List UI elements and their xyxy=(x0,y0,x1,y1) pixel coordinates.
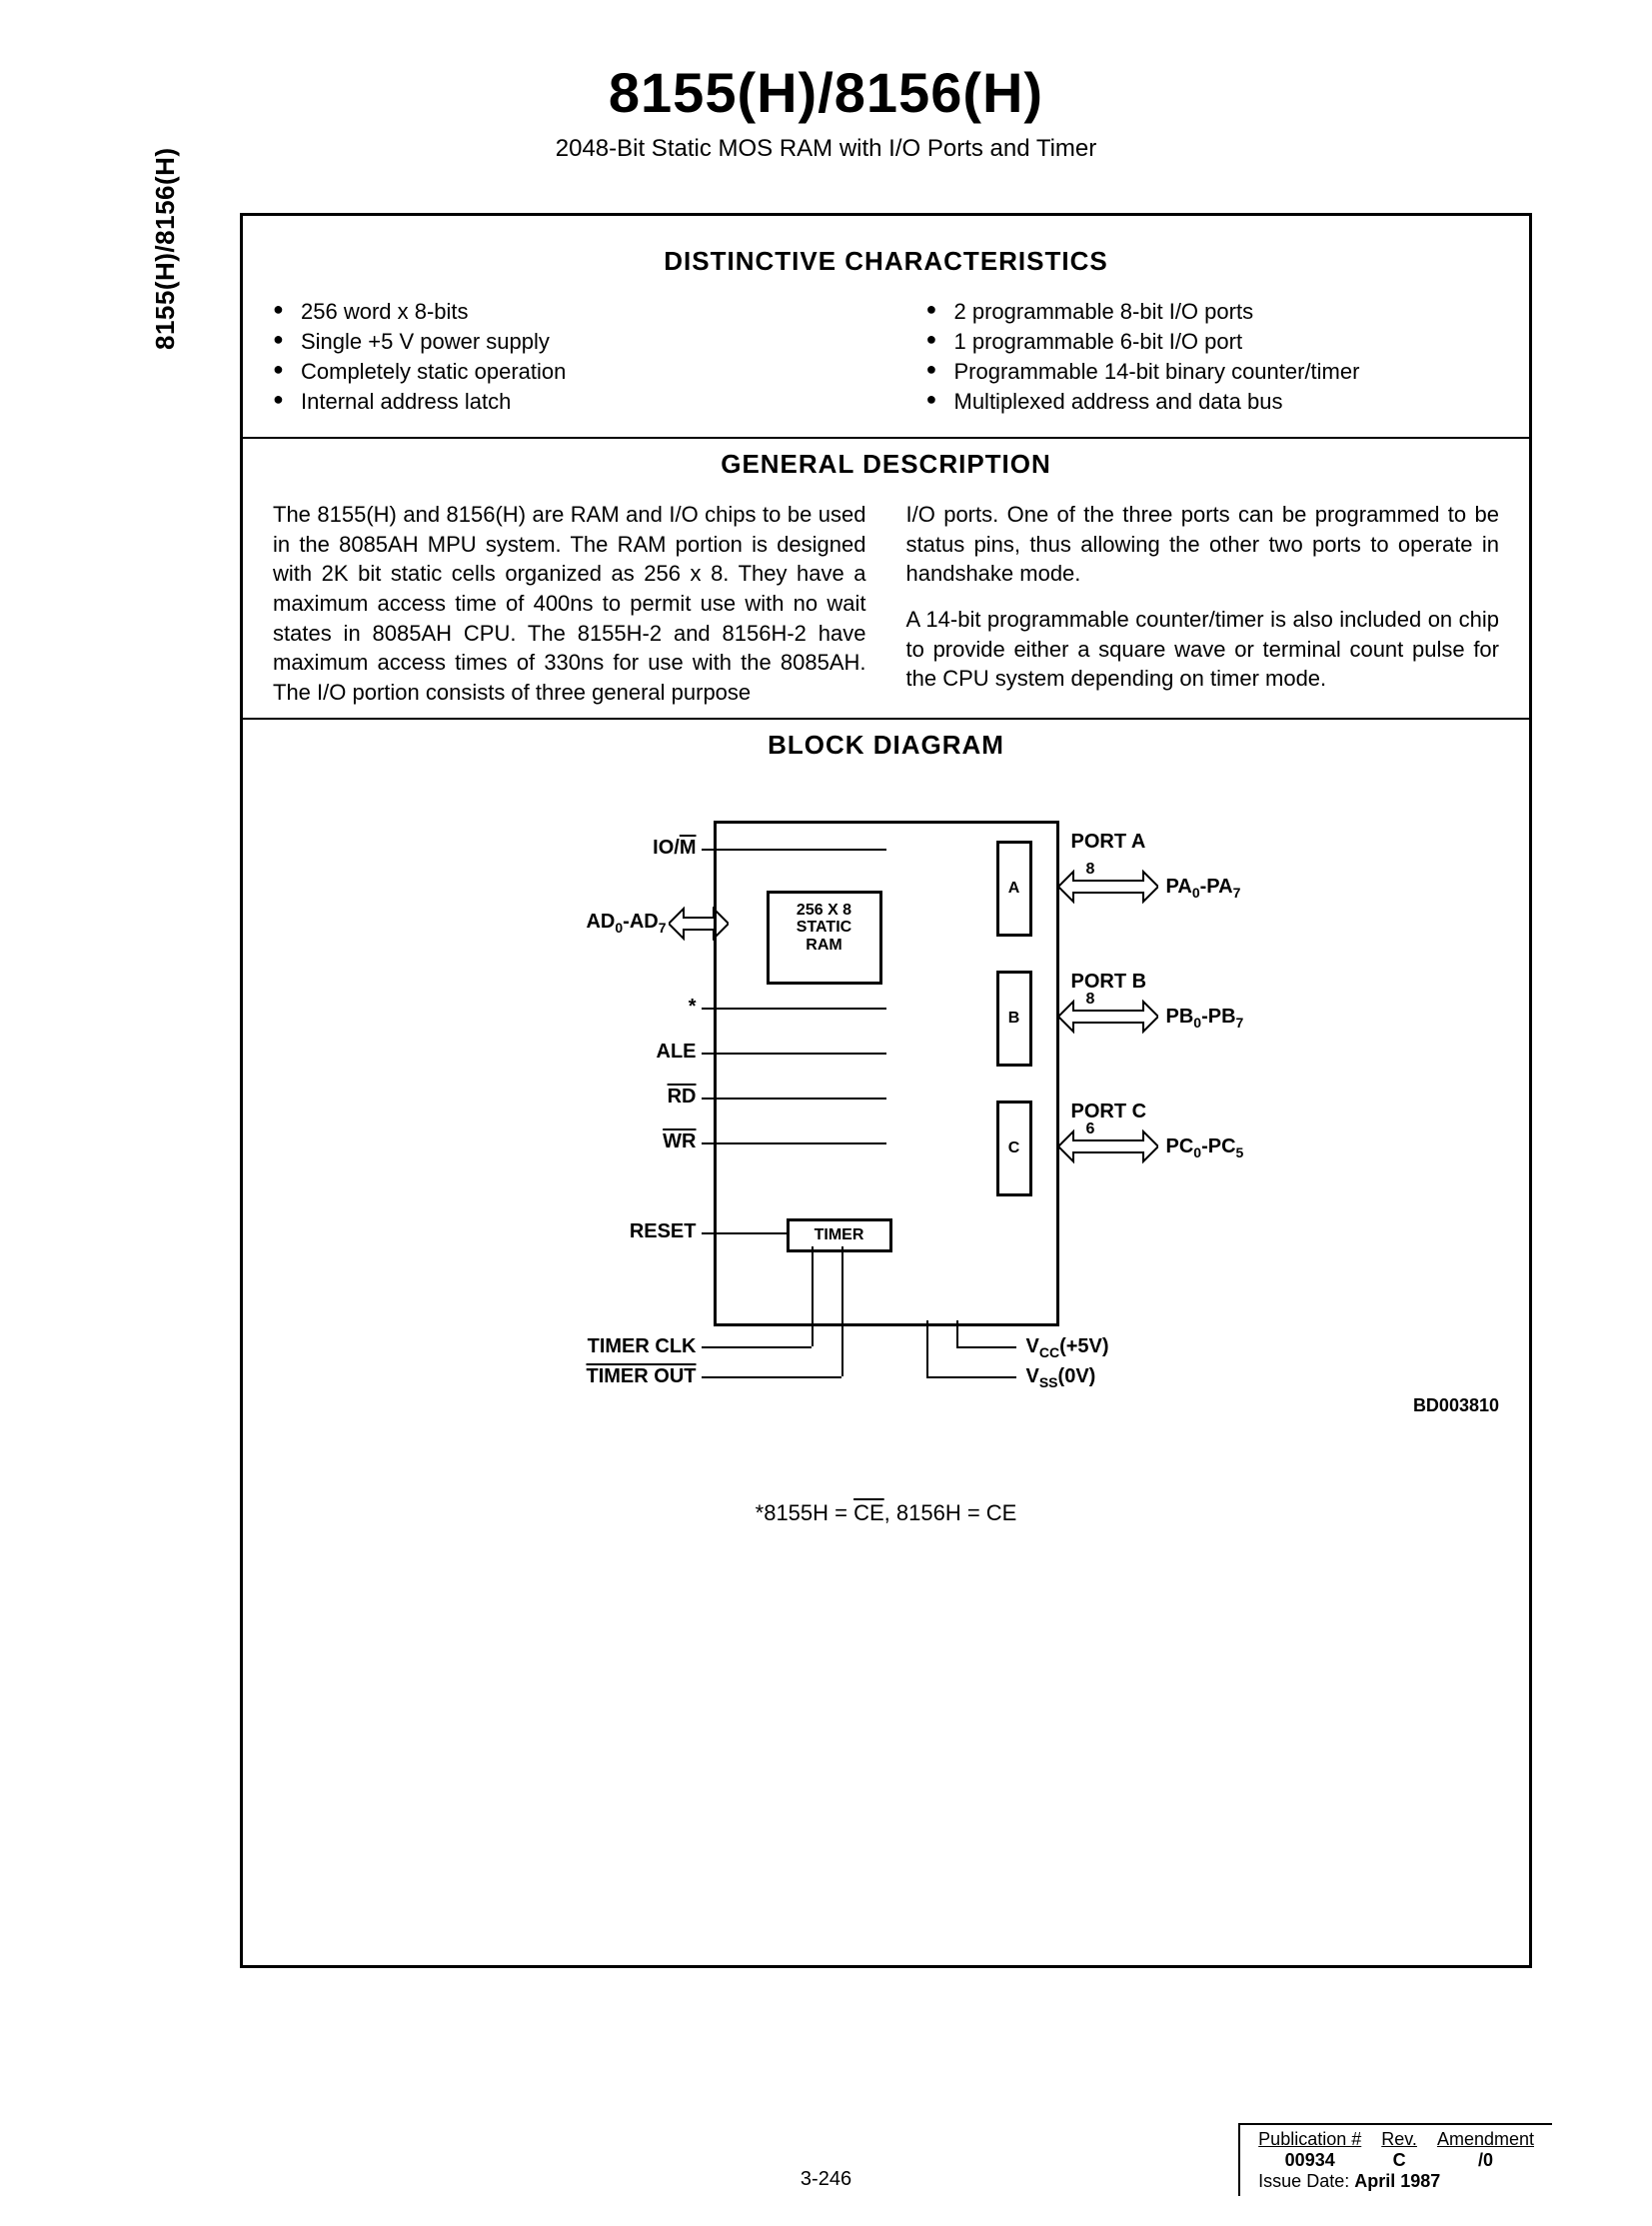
desc-col-1: The 8155(H) and 8156(H) are RAM and I/O … xyxy=(273,500,866,708)
vcc-label: VCC(+5V) xyxy=(1026,1335,1109,1360)
bullet-item: Multiplexed address and data bus xyxy=(926,387,1500,417)
diagram-line xyxy=(926,1376,1016,1378)
port-c-latch: C xyxy=(996,1101,1032,1196)
vss-label: VSS(0V) xyxy=(1026,1365,1096,1390)
divider xyxy=(243,718,1529,720)
timer-block: TIMER xyxy=(787,1218,892,1252)
general-description: The 8155(H) and 8156(H) are RAM and I/O … xyxy=(273,500,1499,708)
diagram-line xyxy=(702,1232,787,1234)
signal-timer-clk: TIMER CLK xyxy=(588,1335,697,1358)
port-b-latch: B xyxy=(996,971,1032,1067)
diagram-line xyxy=(702,849,886,851)
port-a-latch: A xyxy=(996,841,1032,937)
diagram-line xyxy=(702,1376,841,1378)
block-diagram-heading: BLOCK DIAGRAM xyxy=(273,730,1499,761)
diagram-line xyxy=(702,1008,886,1010)
diagram-line xyxy=(956,1320,958,1346)
diagram-footnote: *8155H = CE, 8156H = CE xyxy=(273,1500,1499,1526)
signal-star: * xyxy=(689,996,697,1019)
pc-signals: PC0-PC5 xyxy=(1166,1135,1244,1160)
diagram-line xyxy=(702,1053,886,1055)
diagram-line xyxy=(812,1246,814,1346)
signal-iom: IO/M xyxy=(653,837,696,860)
port-c-label: PORT C xyxy=(1071,1101,1147,1123)
signal-reset: RESET xyxy=(630,1220,697,1243)
publication-box: Publication # Rev. Amendment 00934 C /0 … xyxy=(1238,2123,1552,2196)
distinctive-bullets: 256 word x 8-bits Single +5 V power supp… xyxy=(273,297,1499,417)
desc-p1: I/O ports. One of the three ports can be… xyxy=(906,500,1500,589)
bullet-item: 2 programmable 8-bit I/O ports xyxy=(926,297,1500,327)
diagram-line xyxy=(702,1346,812,1348)
bullet-col-left: 256 word x 8-bits Single +5 V power supp… xyxy=(273,297,846,417)
diagram-line xyxy=(841,1246,843,1376)
pb-signals: PB0-PB7 xyxy=(1166,1006,1244,1031)
page-subtitle: 2048-Bit Static MOS RAM with I/O Ports a… xyxy=(120,135,1532,163)
page-title: 8155(H)/8156(H) xyxy=(120,60,1532,125)
bullet-item: Single +5 V power supply xyxy=(273,327,846,357)
bullet-item: Internal address latch xyxy=(273,387,846,417)
port-b-label: PORT B xyxy=(1071,971,1147,994)
pub-value: 00934 xyxy=(1248,2150,1371,2171)
rev-label: Rev. xyxy=(1371,2129,1427,2150)
diagram-line xyxy=(956,1346,1016,1348)
side-label: 8155(H)/8156(H) xyxy=(150,147,181,350)
port-c-arrow xyxy=(1058,1128,1158,1164)
signal-ale: ALE xyxy=(657,1041,697,1064)
desc-col-2: I/O ports. One of the three ports can be… xyxy=(906,500,1500,708)
diagram-id: BD003810 xyxy=(1413,1395,1499,1416)
distinctive-heading: DISTINCTIVE CHARACTERISTICS xyxy=(273,246,1499,277)
issue-date: Issue Date: April 1987 xyxy=(1248,2171,1544,2192)
signal-timer-out: TIMER OUT xyxy=(587,1365,697,1388)
bullet-item: Programmable 14-bit binary counter/timer xyxy=(926,357,1500,387)
desc-p2: A 14-bit programmable counter/timer is a… xyxy=(906,605,1500,694)
diagram-line xyxy=(702,1098,886,1100)
port-a-arrow xyxy=(1058,869,1158,905)
signal-ad: AD0-AD7 xyxy=(586,911,666,936)
page-number: 3-246 xyxy=(801,2168,851,2191)
amend-label: Amendment xyxy=(1427,2129,1544,2150)
rev-value: C xyxy=(1371,2150,1427,2171)
pub-label: Publication # xyxy=(1248,2129,1371,2150)
ad-bus-arrow xyxy=(669,906,729,942)
signal-rd: RD xyxy=(668,1086,697,1109)
block-diagram: 256 X 8STATICRAM TIMER A B C IO/M AD0-AD… xyxy=(273,781,1499,1480)
divider xyxy=(243,437,1529,439)
bullet-item: Completely static operation xyxy=(273,357,846,387)
general-heading: GENERAL DESCRIPTION xyxy=(273,449,1499,480)
pa-signals: PA0-PA7 xyxy=(1166,876,1241,901)
port-b-arrow xyxy=(1058,999,1158,1035)
ram-block: 256 X 8STATICRAM xyxy=(767,891,882,985)
bullet-item: 256 word x 8-bits xyxy=(273,297,846,327)
signal-wr: WR xyxy=(663,1130,696,1153)
diagram-line xyxy=(702,1142,886,1144)
content-box: DISTINCTIVE CHARACTERISTICS 256 word x 8… xyxy=(240,213,1532,1968)
port-a-label: PORT A xyxy=(1071,831,1146,854)
diagram-line xyxy=(926,1320,928,1376)
bullet-item: 1 programmable 6-bit I/O port xyxy=(926,327,1500,357)
amend-value: /0 xyxy=(1427,2150,1544,2171)
bullet-col-right: 2 programmable 8-bit I/O ports 1 program… xyxy=(926,297,1500,417)
